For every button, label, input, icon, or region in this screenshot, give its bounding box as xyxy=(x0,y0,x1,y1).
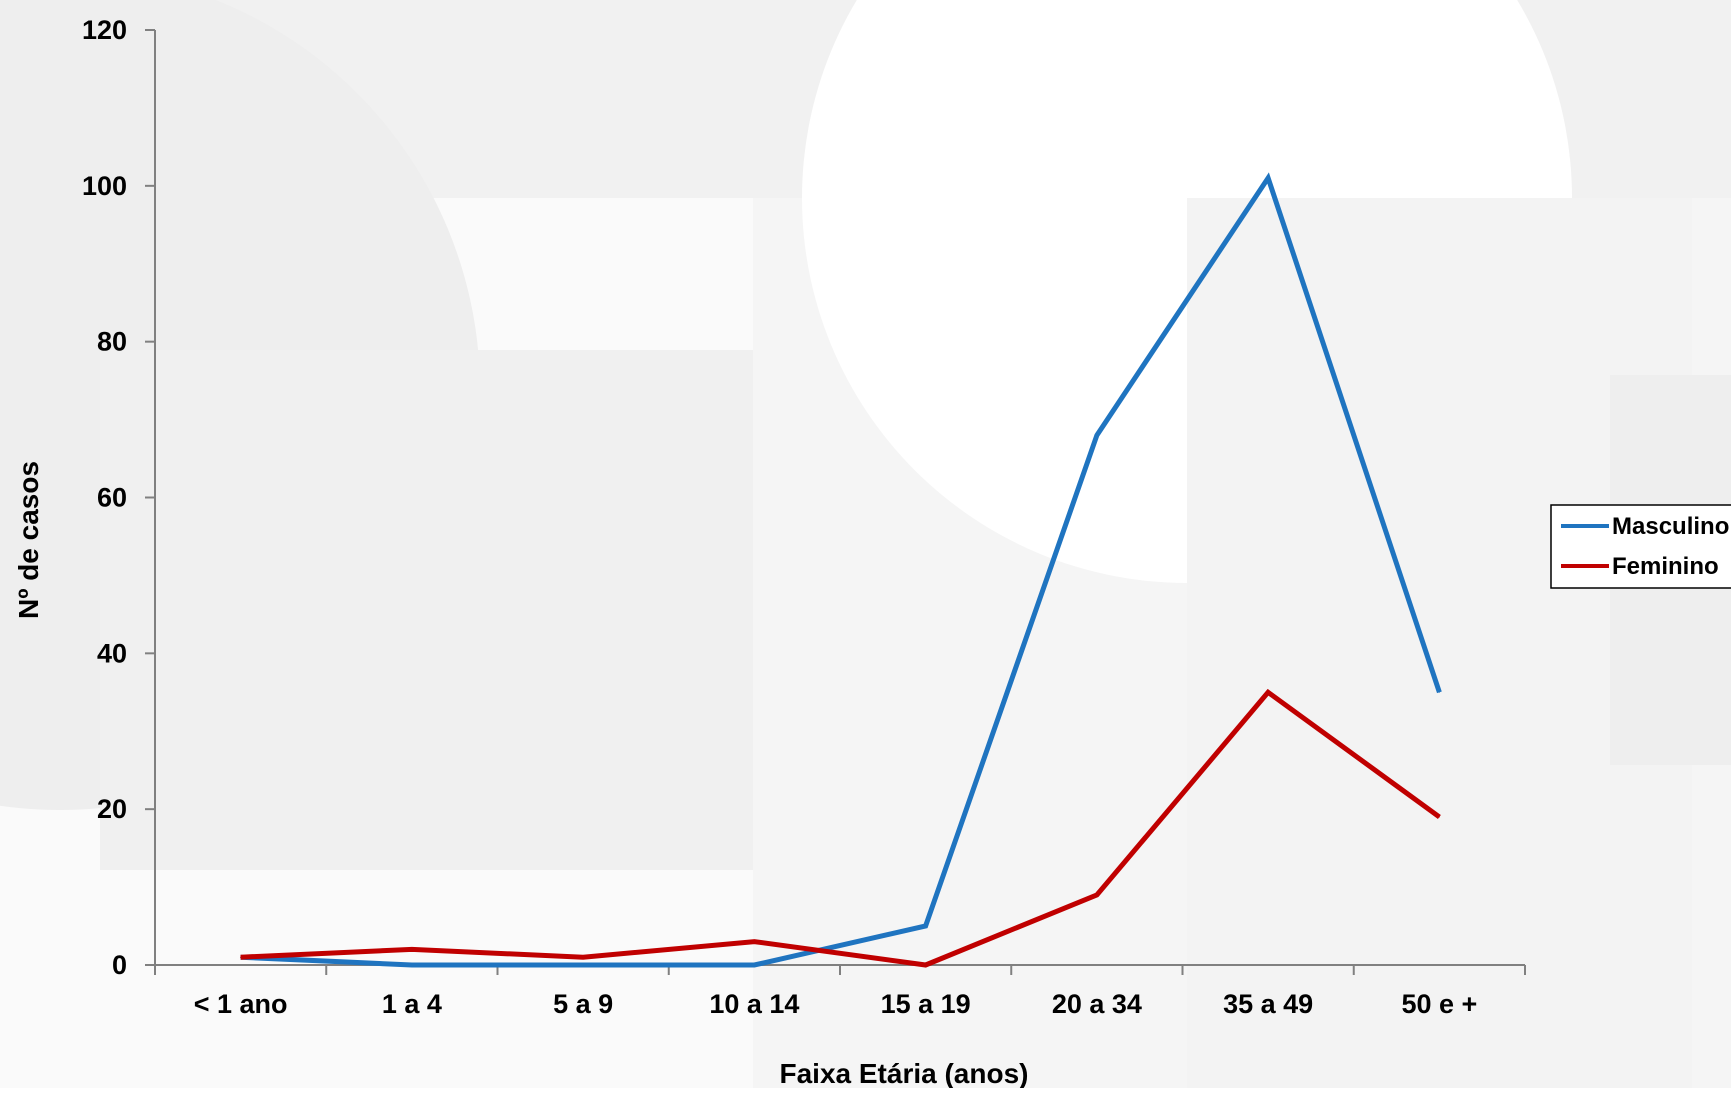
data-point-masculino xyxy=(925,925,927,927)
series-line-feminino xyxy=(240,688,1441,968)
data-point-feminino xyxy=(925,964,927,966)
y-tick-label: 60 xyxy=(97,483,127,513)
data-point-feminino xyxy=(1096,894,1098,896)
data-point-feminino xyxy=(1438,816,1440,818)
legend-box xyxy=(1550,504,1731,589)
x-tick-label: 50 e + xyxy=(1401,989,1477,1019)
data-point-feminino xyxy=(411,948,413,950)
y-tick-label: 80 xyxy=(97,327,127,357)
data-point-masculino xyxy=(753,964,755,966)
y-tick-label: 120 xyxy=(82,15,127,45)
x-tick-label: 20 a 34 xyxy=(1052,989,1142,1019)
x-axis-title: Faixa Etária (anos) xyxy=(780,1058,1029,1088)
data-point-masculino xyxy=(1267,177,1269,179)
x-tick-label: 1 a 4 xyxy=(382,989,442,1019)
series-line-masculino xyxy=(240,172,1442,968)
y-tick-label: 20 xyxy=(97,794,127,824)
x-tick-label: < 1 ano xyxy=(194,989,288,1019)
legend-label-masculino: Masculino xyxy=(1612,513,1729,540)
axes: 0 20 40 60 80 100 120 < 1 ano 1 a 4 5 a 9 10 a 14 1… xyxy=(82,15,1526,1019)
y-tick-label: 40 xyxy=(97,638,127,668)
legend-label-feminino: Feminino xyxy=(1612,553,1719,580)
y-axis-title: Nº de casos xyxy=(13,461,44,619)
x-tick-label: 35 a 49 xyxy=(1223,989,1313,1019)
data-point-feminino xyxy=(1267,691,1269,693)
data-point-masculino xyxy=(582,964,584,966)
y-tick-label: 100 xyxy=(82,171,127,201)
data-point-masculino xyxy=(1096,434,1098,436)
y-tick-label: 0 xyxy=(112,950,127,980)
bg-shape xyxy=(1187,198,1692,1088)
data-point-feminino xyxy=(753,941,755,943)
series-layer xyxy=(240,172,1442,968)
data-point-masculino xyxy=(1438,691,1440,693)
x-tick-label: 15 a 19 xyxy=(881,989,971,1019)
data-point-masculino xyxy=(411,964,413,966)
x-tick-label: 5 a 9 xyxy=(553,989,613,1019)
x-tick-label: 10 a 14 xyxy=(709,989,799,1019)
legend: Masculino Feminino xyxy=(1550,504,1731,589)
data-point-feminino xyxy=(582,956,584,958)
data-point-feminino xyxy=(240,956,242,958)
